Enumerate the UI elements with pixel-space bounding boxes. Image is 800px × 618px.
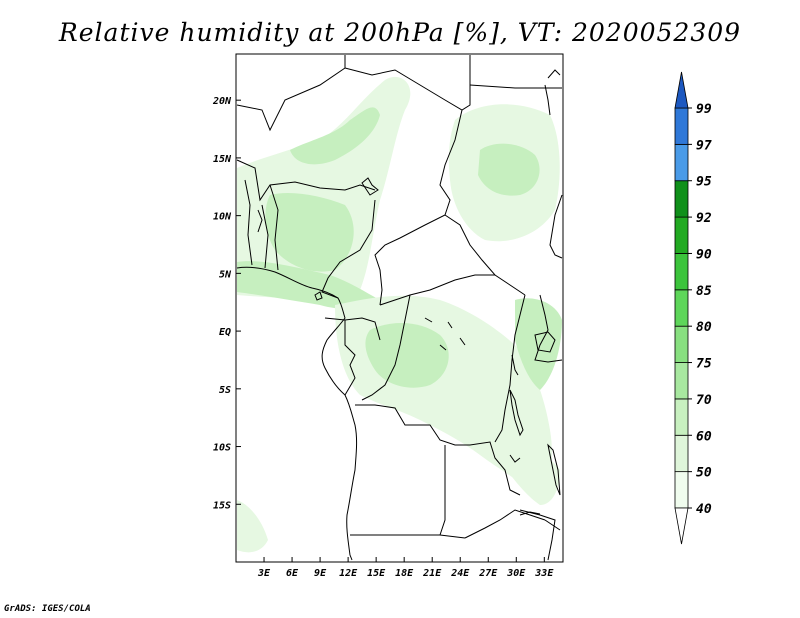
humidity-patch-nigeria: [265, 193, 354, 272]
colorbar-label: 95: [696, 175, 712, 190]
colorbar-max-arrow: [674, 71, 689, 109]
y-tick-label: 5N: [219, 269, 232, 280]
colorbar-label: 60: [696, 429, 712, 444]
grads-credit: GrADS: IGES/COLA: [4, 604, 91, 614]
colorbar-segment: [674, 216, 689, 254]
border-east-coast: [544, 69, 561, 116]
y-axis-ticks: 20N 15N 10N 5N EQ 5S 10S 15S: [212, 96, 241, 511]
colorbar-segment: [674, 143, 689, 182]
border-togo-benin: [261, 184, 279, 271]
coastline-west-africa: [236, 266, 358, 561]
x-axis-ticks: 3E 6E 9E 12E 15E 18E 21E 24E 27E 30E 33E: [257, 557, 554, 579]
colorbar-segment: [674, 398, 689, 436]
colorbar-segment: [674, 289, 689, 327]
x-tick-label: 15E: [367, 568, 386, 579]
humidity-fields: [237, 76, 562, 553]
x-tick-label: 9E: [314, 568, 327, 579]
border-drc-angola: [355, 404, 521, 496]
lake-congo-basin: [424, 317, 466, 351]
border-chad-libya: [469, 84, 562, 89]
humidity-patch-sudan-core: [478, 143, 540, 196]
border-gabon-congo: [344, 320, 356, 396]
x-tick-label: 21E: [422, 568, 442, 579]
border-east-drc: [494, 294, 526, 443]
borders: [236, 55, 563, 561]
lake-mweru: [509, 454, 521, 463]
y-tick-label: 10S: [213, 443, 231, 454]
border-angola-zambia: [439, 445, 446, 536]
colorbar-label: 90: [696, 247, 712, 262]
colorbar-segment: [674, 253, 689, 291]
border-chad: [374, 109, 463, 306]
border-niger-libya: [344, 55, 471, 111]
humidity-patch-east: [515, 298, 562, 390]
x-tick-label: 30E: [506, 568, 526, 579]
colorbar-segment: [674, 362, 689, 400]
y-tick-label: 5S: [219, 385, 231, 396]
colorbar-label: 80: [696, 320, 712, 335]
colorbar: 40 50 60 70 75 80 85 90 92 95 97 99: [674, 71, 712, 545]
colorbar-min-arrow: [674, 507, 689, 545]
border-mozambique: [519, 509, 561, 561]
x-tick-label: 24E: [450, 568, 470, 579]
y-tick-label: 20N: [212, 96, 232, 107]
x-tick-label: 3E: [257, 568, 271, 579]
y-tick-label: 15S: [213, 500, 231, 511]
lake-volta: [257, 209, 263, 233]
x-tick-label: 12E: [339, 568, 358, 579]
colorbar-label: 40: [696, 502, 712, 517]
map-frame: [235, 53, 564, 563]
colorbar-label: 50: [696, 466, 712, 481]
humidity-patch-atlantic: [237, 500, 268, 553]
colorbar-label: 97: [696, 138, 712, 153]
colorbar-segment: [674, 107, 689, 145]
border-ghana: [244, 179, 253, 266]
humidity-patch-coast: [237, 261, 380, 310]
humidity-patch-south-east: [500, 440, 560, 505]
map-border: [235, 53, 564, 563]
colorbar-label: 70: [696, 393, 712, 408]
border-cameroon-gabon: [324, 317, 381, 341]
x-tick-label: 18E: [395, 568, 414, 579]
lake-malawi: [547, 443, 561, 496]
map-title: Relative humidity at 200hPa [%], VT: 202…: [58, 18, 742, 47]
x-tick-label: 6E: [286, 568, 299, 579]
island-bioko: [314, 291, 323, 301]
lake-chad: [361, 177, 379, 196]
y-tick-label: 10N: [213, 212, 232, 223]
x-tick-label: 33E: [534, 568, 554, 579]
colorbar-label: 92: [696, 211, 712, 226]
border-zambia-zimbabwe: [464, 509, 546, 539]
y-tick-label: EQ: [219, 327, 231, 338]
colorbar-label: 99: [696, 102, 712, 117]
border-niger-nigeria: [236, 159, 376, 202]
colorbar-label: 75: [696, 357, 712, 372]
border-congo-drc: [361, 294, 411, 401]
colorbar-segment: [674, 471, 689, 509]
lake-victoria: [534, 331, 556, 353]
y-tick-label: 15N: [213, 154, 232, 165]
lake-tanganyika: [509, 389, 524, 437]
border-algeria-niger: [236, 55, 346, 132]
border-car-sudan: [444, 214, 526, 296]
colorbar-segment: [674, 434, 689, 473]
humidity-patch-north: [290, 107, 380, 165]
colorbar-label: 85: [696, 284, 712, 299]
x-tick-label: 27E: [478, 568, 498, 579]
lake-kivu: [511, 354, 519, 376]
border-sudan-ethiopia: [549, 194, 563, 259]
colorbar-segment: [674, 325, 689, 363]
border-nigeria-cameroon: [321, 199, 376, 299]
lake-kariba: [519, 511, 541, 516]
colorbar-segment: [674, 180, 689, 218]
border-angola-namibia: [350, 534, 466, 539]
border-car-south: [379, 274, 495, 306]
humidity-patch-congo-core: [365, 323, 449, 388]
border-uganda-kenya: [534, 294, 563, 363]
